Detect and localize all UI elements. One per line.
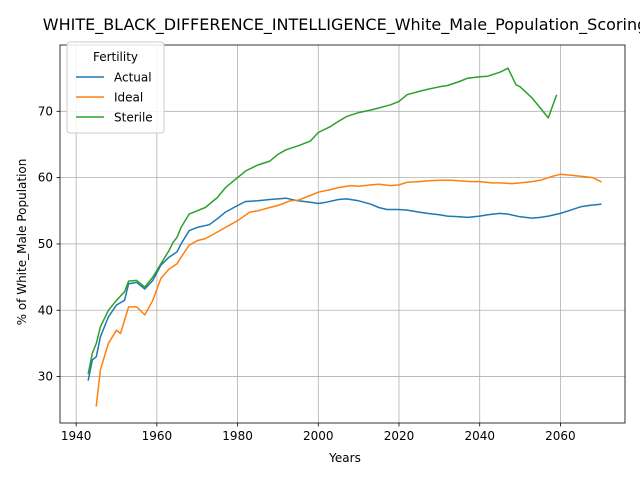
- legend-items: Actual Ideal Sterile: [76, 71, 153, 125]
- y-tick-label: 60: [38, 171, 53, 185]
- series-line-actual: [87, 197, 602, 381]
- legend-label-sterile: Sterile: [114, 111, 153, 125]
- grid-lines: [60, 45, 625, 423]
- x-axis-label: Years: [328, 451, 361, 465]
- y-tick-label: 70: [38, 104, 53, 118]
- x-tick-label: 1960: [142, 429, 173, 443]
- y-axis-ticks: 30 40 50 60 70: [38, 104, 60, 384]
- chart-title: WHITE_BLACK_DIFFERENCE_INTELLIGENCE_Whit…: [43, 15, 640, 35]
- y-axis-label: % of White_Male Population: [15, 159, 29, 326]
- x-tick-label: 1980: [222, 429, 253, 443]
- y-tick-label: 50: [38, 237, 53, 251]
- x-tick-label: 2060: [545, 429, 576, 443]
- axes-frame: [59, 44, 626, 424]
- x-tick-label: 2000: [303, 429, 334, 443]
- legend-title: Fertility: [93, 50, 138, 64]
- x-axis-ticks: 1940 1960 1980 2000 2020 2040 2060: [61, 423, 576, 443]
- series-line-sterile: [87, 67, 558, 375]
- legend-label-ideal: Ideal: [114, 91, 143, 105]
- x-tick-label: 2020: [384, 429, 415, 443]
- legend-label-actual: Actual: [114, 71, 152, 85]
- legend-frame: [66, 41, 165, 134]
- x-tick-label: 1940: [61, 429, 92, 443]
- y-tick-label: 30: [38, 370, 53, 384]
- y-tick-label: 40: [38, 303, 53, 317]
- series-lines: [87, 67, 602, 407]
- series-line-ideal: [95, 173, 602, 407]
- legend: Fertility Actual Ideal Sterile: [66, 41, 165, 134]
- x-tick-label: 2040: [464, 429, 495, 443]
